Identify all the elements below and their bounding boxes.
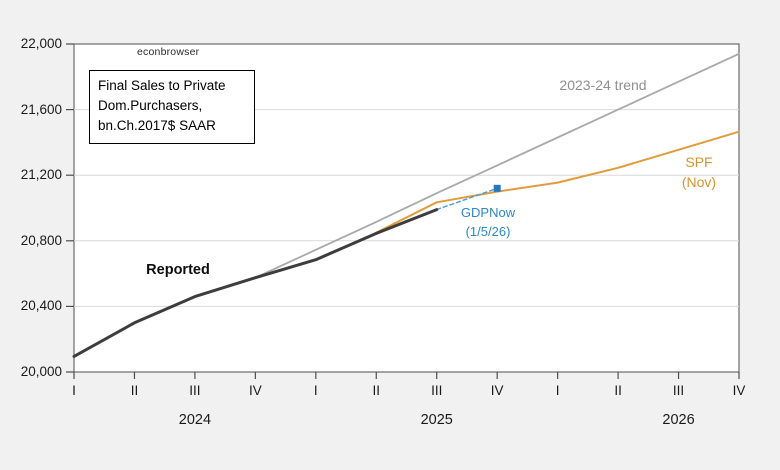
x-axis-label: III [431, 383, 443, 398]
y-axis-label: 20,400 [20, 298, 62, 314]
x-axis-label: I [313, 383, 318, 398]
x-axis-label: III [189, 383, 201, 398]
reported-series-label: Reported [146, 262, 210, 278]
x-axis-label: IV [732, 383, 746, 398]
x-axis-label: II [372, 383, 381, 398]
x-axis-year-label: 2024 [178, 412, 212, 428]
series-spf-nov- [375, 130, 740, 234]
y-axis-label: 20,000 [20, 364, 62, 379]
x-axis-label: IV [490, 383, 504, 398]
watermark: econbrowser [137, 46, 200, 58]
x-axis-label: I [555, 383, 560, 398]
series-2023-24-trend [254, 52, 740, 279]
series-marker-gdpnow-1-5-26- [493, 184, 501, 192]
y-axis-label: 20,800 [20, 232, 62, 248]
x-axis-label: III [672, 383, 685, 398]
x-axis-label: II [130, 383, 139, 398]
x-axis-year-label: 2025 [420, 412, 453, 428]
x-axis-label: II [614, 383, 622, 398]
x-axis-year-label: 2026 [662, 412, 695, 428]
trend-series-label: 2023-24 trend [559, 77, 647, 93]
series-reported [72, 208, 439, 358]
y-axis-label: 21,600 [20, 101, 62, 117]
x-axis-label: I [72, 383, 76, 398]
series-gdpnow-1-5-26- [436, 187, 498, 211]
spf-series-label: SPF (Nov) [681, 154, 717, 190]
gdpnow-series-label: GDPNow (1/5/26) [460, 205, 516, 239]
x-axis-label: IV [248, 383, 262, 398]
y-axis-label: 22,000 [20, 36, 62, 51]
y-axis-label: 21,200 [20, 167, 62, 183]
chart-title-box: Final Sales to Private Dom.Purchasers, b… [89, 70, 255, 144]
